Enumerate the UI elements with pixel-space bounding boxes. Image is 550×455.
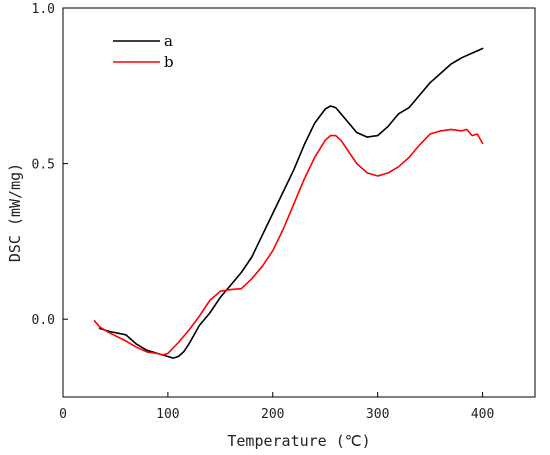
y-axis-title: DSC (mW/mg) <box>6 163 24 262</box>
x-tick-label: 300 <box>366 407 389 422</box>
x-tick-label: 0 <box>59 407 67 422</box>
legend-label-a: a <box>164 32 173 50</box>
x-axis-ticks: 0 100 200 300 400 <box>59 392 494 422</box>
plot-frame <box>62 7 536 398</box>
series-line-a <box>98 47 484 359</box>
y-tick-label: 0.0 <box>32 313 55 328</box>
series-group <box>93 47 484 359</box>
y-tick-label: 0.5 <box>32 158 55 173</box>
y-axis-ticks: 0.0 0.5 1.0 <box>32 2 68 328</box>
x-tick-label: 100 <box>156 407 179 422</box>
y-tick-label: 1.0 <box>32 2 55 17</box>
legend-label-b: b <box>164 53 174 71</box>
x-axis-title: Temperature (℃) <box>227 432 370 450</box>
series-line-b <box>93 128 484 356</box>
legend: a b <box>113 32 174 71</box>
x-tick-label: 200 <box>261 407 284 422</box>
plot-area: 0 100 200 300 400 0.0 0.5 1.0 <box>32 2 536 422</box>
x-tick-label: 400 <box>471 407 494 422</box>
